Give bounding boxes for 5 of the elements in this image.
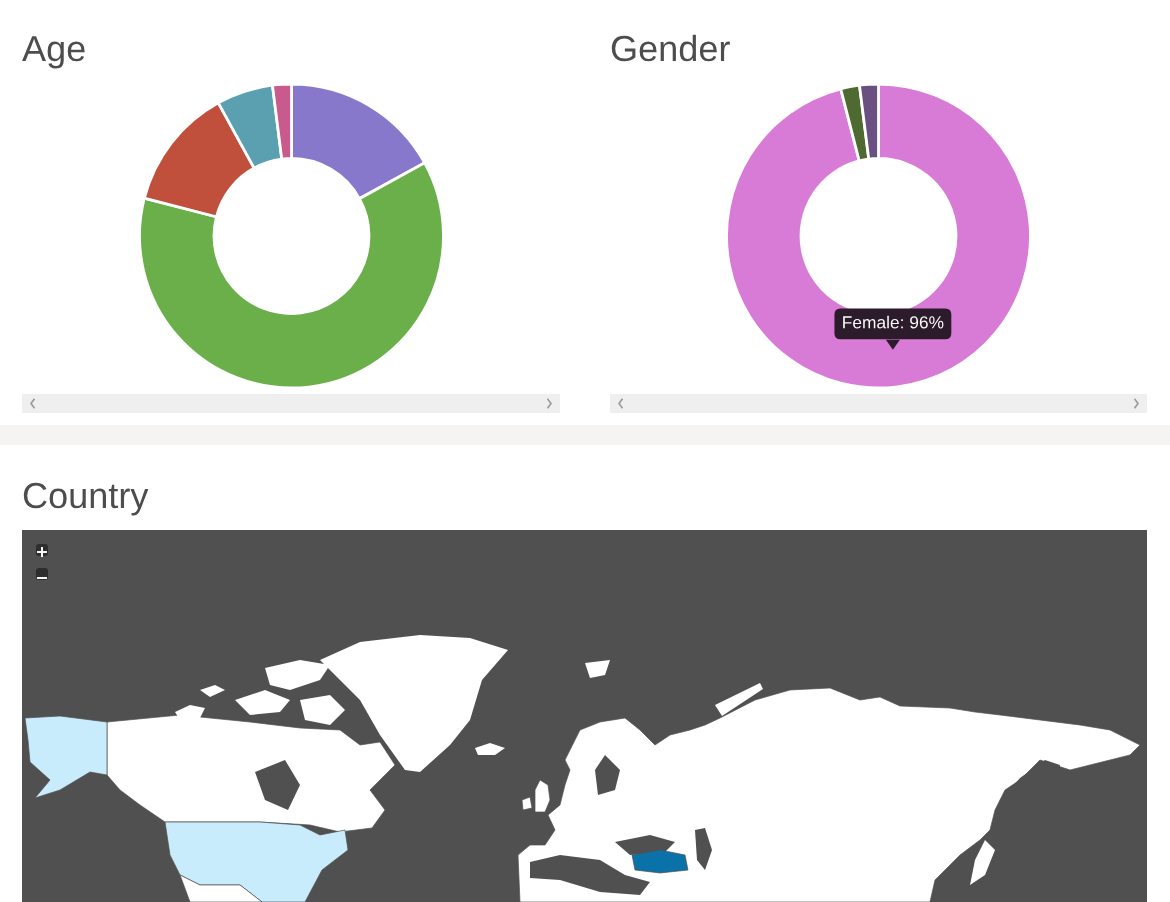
- text: Country: [23, 482, 149, 516]
- chart-title: Gender: [611, 34, 730, 62]
- chart-title: Age: [22, 36, 85, 69]
- slice-label: Female: 96%: [843, 315, 944, 329]
- donut-slice: [725, 82, 1032, 390]
